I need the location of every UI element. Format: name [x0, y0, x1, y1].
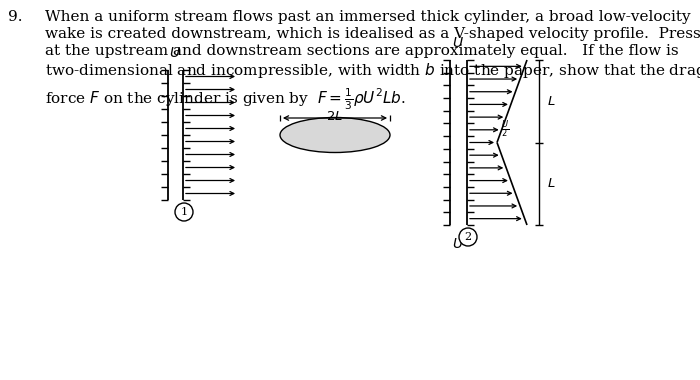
Text: 1: 1 [181, 207, 188, 217]
Text: at the upstream and downstream sections are approximately equal.   If the flow i: at the upstream and downstream sections … [45, 44, 678, 58]
Text: wake is created downstream, which is idealised as a V-shaped velocity profile.  : wake is created downstream, which is ide… [45, 27, 700, 41]
Text: two-dimensional and incompressible, with width $b$ into the paper, show that the: two-dimensional and incompressible, with… [45, 61, 700, 80]
Text: When a uniform stream flows past an immersed thick cylinder, a broad low-velocit: When a uniform stream flows past an imme… [45, 10, 691, 24]
Text: $\frac{U}{2}$: $\frac{U}{2}$ [501, 119, 509, 141]
Text: $L$: $L$ [547, 95, 556, 108]
Circle shape [175, 203, 193, 221]
Text: 2: 2 [464, 232, 472, 242]
Ellipse shape [280, 117, 390, 152]
Circle shape [459, 228, 477, 246]
Text: $U$: $U$ [169, 46, 181, 60]
Text: force $F$ on the cylinder is given by  $F = \frac{1}{3}\rho U^2 Lb$.: force $F$ on the cylinder is given by $F… [45, 86, 406, 112]
Text: $L$: $L$ [547, 177, 556, 190]
Text: $U$: $U$ [452, 237, 464, 251]
Text: 9.: 9. [8, 10, 22, 24]
Text: $2L$: $2L$ [326, 110, 344, 123]
Text: $U$: $U$ [452, 36, 464, 50]
